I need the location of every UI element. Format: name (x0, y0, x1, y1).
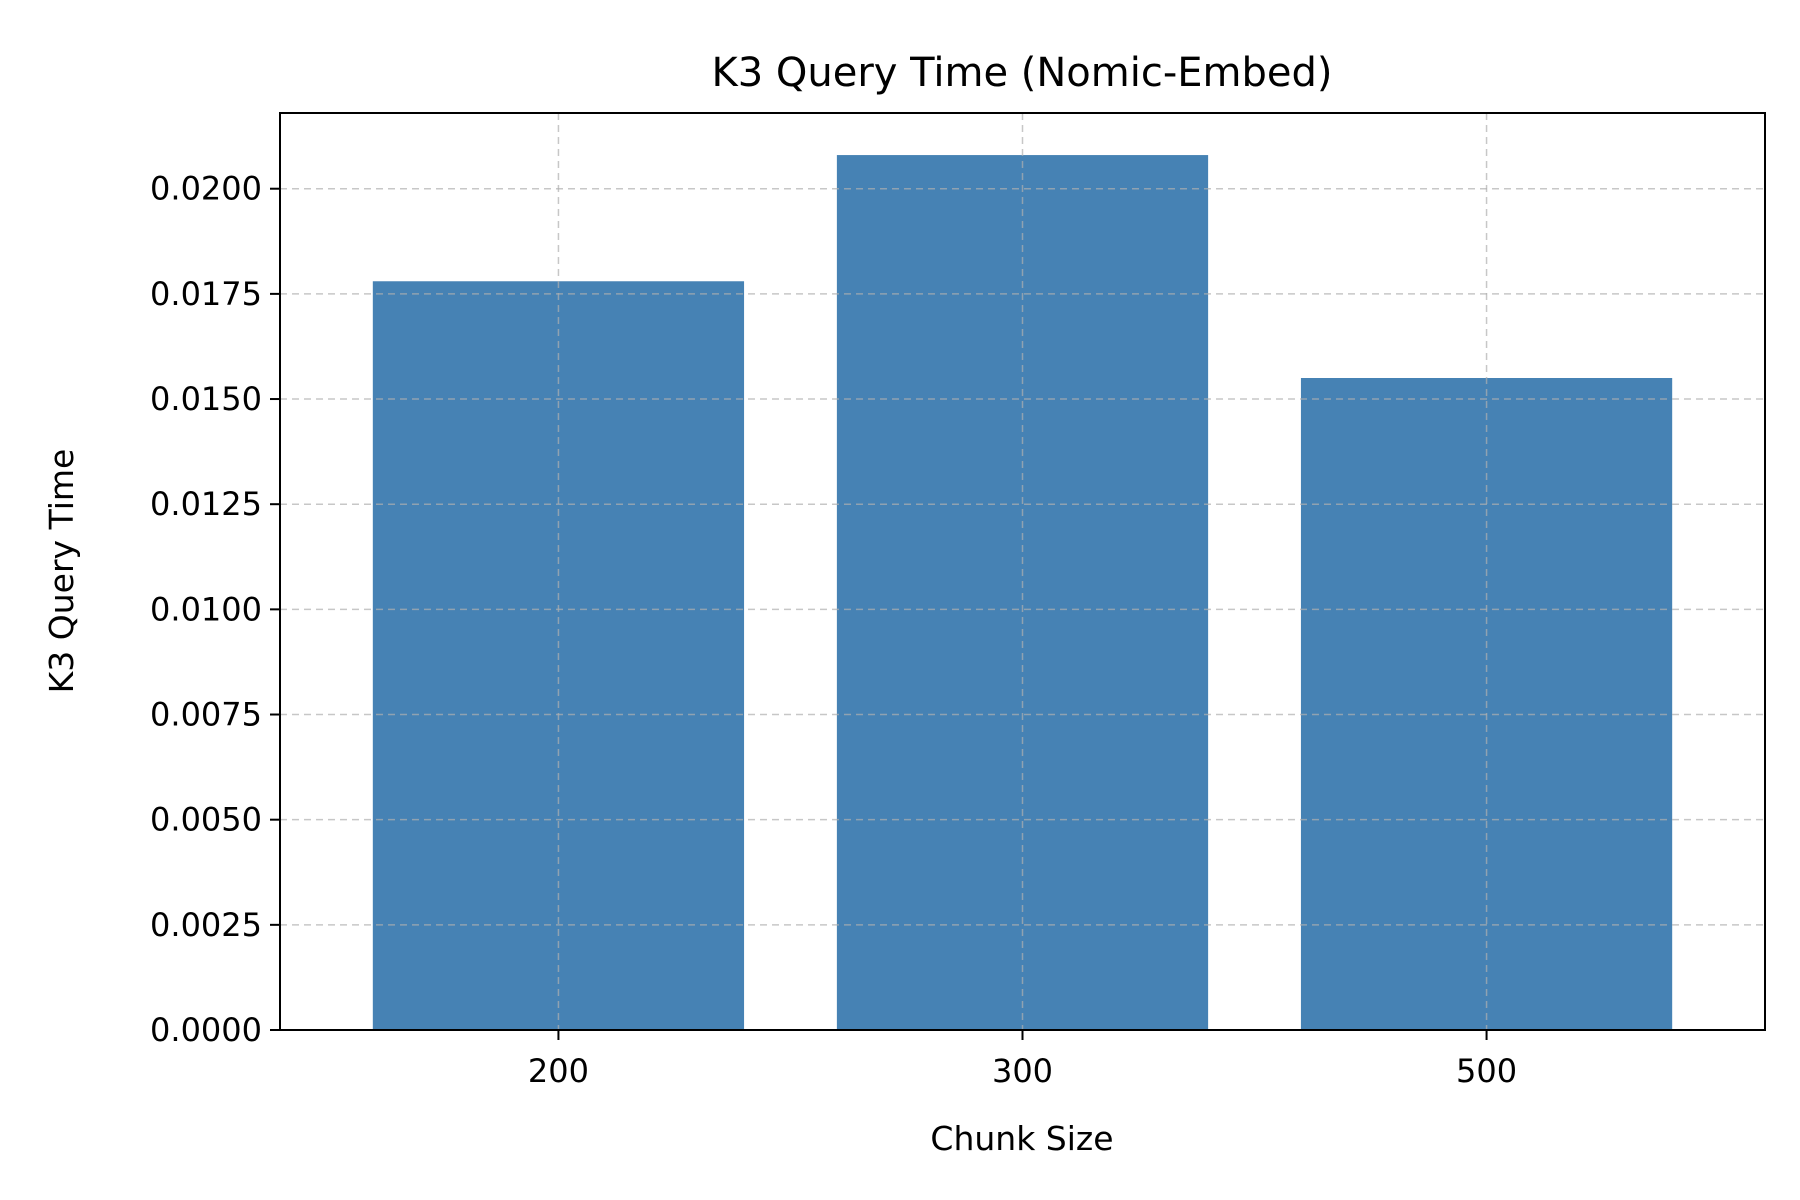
y-tick-label: 0.0075 (150, 696, 262, 734)
y-tick-label: 0.0100 (150, 590, 262, 628)
chart-title: K3 Query Time (Nomic-Embed) (711, 50, 1332, 96)
y-tick-label: 0.0000 (150, 1011, 262, 1049)
y-tick-label: 0.0125 (150, 485, 262, 523)
x-axis-ticks: 200 300 500 (528, 1030, 1517, 1090)
x-axis-label: Chunk Size (930, 1119, 1113, 1158)
x-tick-label: 500 (1456, 1052, 1517, 1090)
y-tick-label: 0.0025 (150, 906, 262, 944)
y-tick-label: 0.0050 (150, 801, 262, 839)
y-tick-label: 0.0200 (150, 170, 262, 208)
y-axis-label: K3 Query Time (42, 449, 81, 694)
x-tick-label: 300 (992, 1052, 1053, 1090)
y-axis-ticks: 0.0000 0.0025 0.0050 0.0075 0.0100 0.0125 0.01… (150, 170, 280, 1049)
x-tick-label: 200 (528, 1052, 589, 1090)
y-tick-label: 0.0175 (150, 275, 262, 313)
y-tick-label: 0.0150 (150, 380, 262, 418)
